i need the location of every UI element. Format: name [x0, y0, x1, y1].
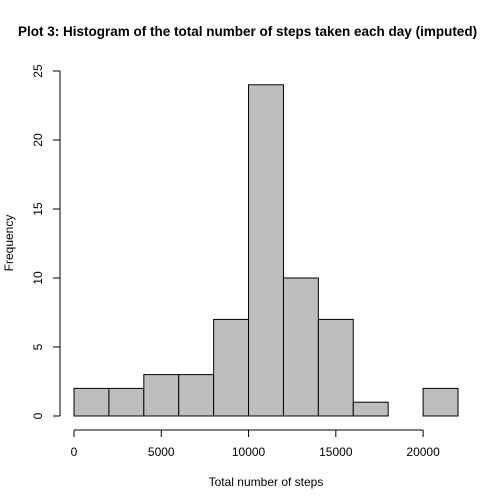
- histogram-bar: [178, 374, 215, 417]
- histogram-bar: [352, 401, 389, 417]
- y-tick-label: 25: [31, 64, 45, 78]
- x-tick-label: 20000: [406, 445, 440, 459]
- histogram-bar: [422, 387, 459, 417]
- x-axis-label: Total number of steps: [209, 475, 324, 489]
- histogram-bar: [282, 277, 319, 417]
- x-tick-label: 5000: [148, 445, 175, 459]
- y-tick-label: 5: [31, 343, 45, 350]
- histogram-bar: [143, 374, 180, 417]
- y-tick-label: 20: [31, 133, 45, 147]
- chart-title: Plot 3: Histogram of the total number of…: [18, 24, 477, 39]
- x-axis: 0 5000 10000 15000 20000: [71, 429, 440, 459]
- y-tick-label: 10: [31, 271, 45, 285]
- y-axis-label: Frequency: [2, 215, 16, 272]
- y-tick-label: 0: [31, 412, 45, 419]
- histogram-bar: [108, 387, 145, 417]
- x-tick-label: 10000: [232, 445, 266, 459]
- x-tick-label: 0: [71, 445, 78, 459]
- y-axis: 0 5 10 15 20 25: [31, 64, 61, 419]
- y-tick-label: 15: [31, 202, 45, 216]
- bars-group: [73, 84, 459, 417]
- histogram-bar: [317, 318, 354, 417]
- histogram-bar: [73, 387, 110, 417]
- histogram-bar: [248, 84, 284, 417]
- x-tick-label: 15000: [319, 445, 353, 459]
- histogram-bar: [213, 318, 250, 417]
